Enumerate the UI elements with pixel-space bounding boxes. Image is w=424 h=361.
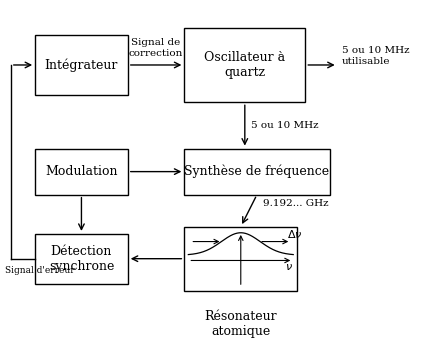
Text: Signal de
correction: Signal de correction [129, 39, 183, 58]
Bar [184, 227, 297, 291]
Text: 5 ou 10 MHz: 5 ou 10 MHz [251, 121, 318, 130]
Text: 9.192... GHz: 9.192... GHz [263, 199, 329, 208]
Text: Signal d'erreur: Signal d'erreur [5, 266, 75, 275]
Text: $\Delta\nu$: $\Delta\nu$ [287, 228, 303, 240]
Text: Résonateur
atomique: Résonateur atomique [204, 310, 277, 338]
Text: Oscillateur à
quartz: Oscillateur à quartz [204, 51, 285, 79]
Text: Modulation: Modulation [45, 165, 118, 178]
Text: $\nu$: $\nu$ [285, 262, 293, 272]
Text: Intégrateur: Intégrateur [45, 58, 118, 72]
Bar [35, 35, 128, 95]
Text: 5 ou 10 MHz
utilisable: 5 ou 10 MHz utilisable [342, 47, 409, 66]
Bar [35, 234, 128, 284]
Text: Détection
synchrone: Détection synchrone [49, 245, 114, 273]
Text: Synthèse de fréquence: Synthèse de fréquence [184, 165, 329, 178]
Bar [35, 148, 128, 195]
Bar [184, 28, 305, 102]
Bar [184, 148, 329, 195]
